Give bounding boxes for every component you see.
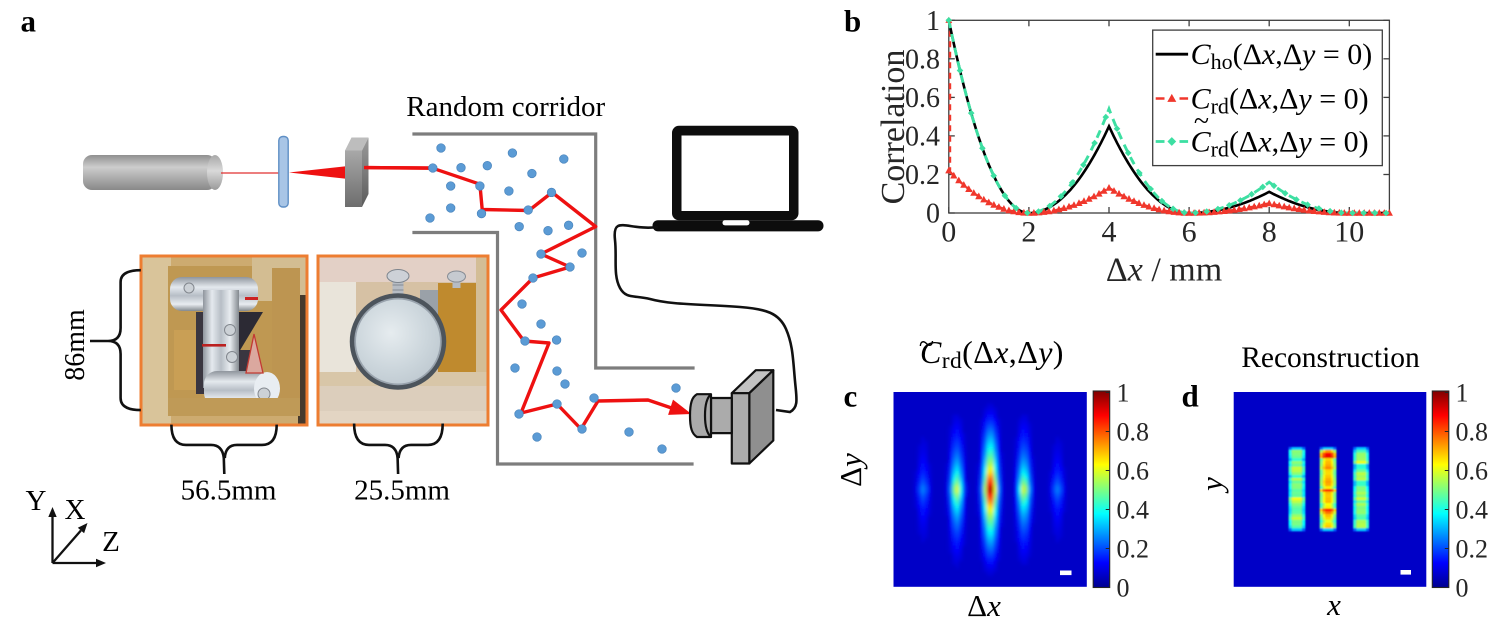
svg-text:Δx / mm: Δx / mm (1106, 252, 1222, 289)
svg-text:4: 4 (1102, 216, 1117, 249)
svg-text:86mm: 86mm (60, 309, 91, 381)
svg-text:1: 1 (926, 6, 940, 37)
svg-text:2: 2 (1021, 216, 1036, 249)
svg-text:25.5mm: 25.5mm (354, 475, 450, 507)
svg-text:Δx: Δx (967, 588, 1001, 623)
svg-text:10: 10 (1334, 216, 1364, 249)
svg-text:0: 0 (941, 216, 956, 249)
svg-text:8: 8 (1262, 216, 1277, 249)
svg-text:y: y (1194, 477, 1229, 494)
svg-text:0.6: 0.6 (1117, 457, 1150, 486)
svg-text:56.5mm: 56.5mm (181, 475, 277, 507)
svg-text:Random corridor: Random corridor (406, 91, 605, 123)
svg-text:Reconstruction: Reconstruction (1241, 342, 1420, 374)
svg-text:Δy: Δy (833, 453, 868, 487)
svg-text:Z: Z (102, 526, 120, 558)
svg-text:a: a (21, 4, 37, 39)
svg-text:0.4: 0.4 (1117, 496, 1150, 525)
svg-text:x: x (1326, 587, 1341, 622)
svg-text:1: 1 (1117, 379, 1130, 408)
svg-text:Correlation: Correlation (875, 50, 912, 205)
svg-text:0.8: 0.8 (1117, 418, 1150, 447)
svg-text:0: 0 (1456, 574, 1469, 603)
svg-text:d: d (1182, 379, 1199, 414)
svg-text:X: X (65, 494, 86, 526)
svg-text:b: b (844, 4, 861, 39)
svg-text:~: ~ (919, 329, 934, 360)
svg-text:1: 1 (1456, 379, 1469, 408)
svg-text:0.6: 0.6 (1456, 457, 1489, 486)
svg-text:0.4: 0.4 (1456, 496, 1489, 525)
svg-text:c: c (844, 379, 858, 414)
svg-text:0.2: 0.2 (1117, 535, 1150, 564)
svg-text:6: 6 (1182, 216, 1197, 249)
svg-text:~: ~ (1194, 106, 1209, 137)
svg-text:0: 0 (1117, 574, 1130, 603)
svg-text:Crd(Δx,Δy): Crd(Δx,Δy) (920, 334, 1064, 374)
svg-text:0.8: 0.8 (1456, 418, 1489, 447)
svg-text:0.2: 0.2 (1456, 535, 1489, 564)
svg-text:Y: Y (26, 485, 47, 517)
svg-text:0: 0 (926, 199, 940, 230)
